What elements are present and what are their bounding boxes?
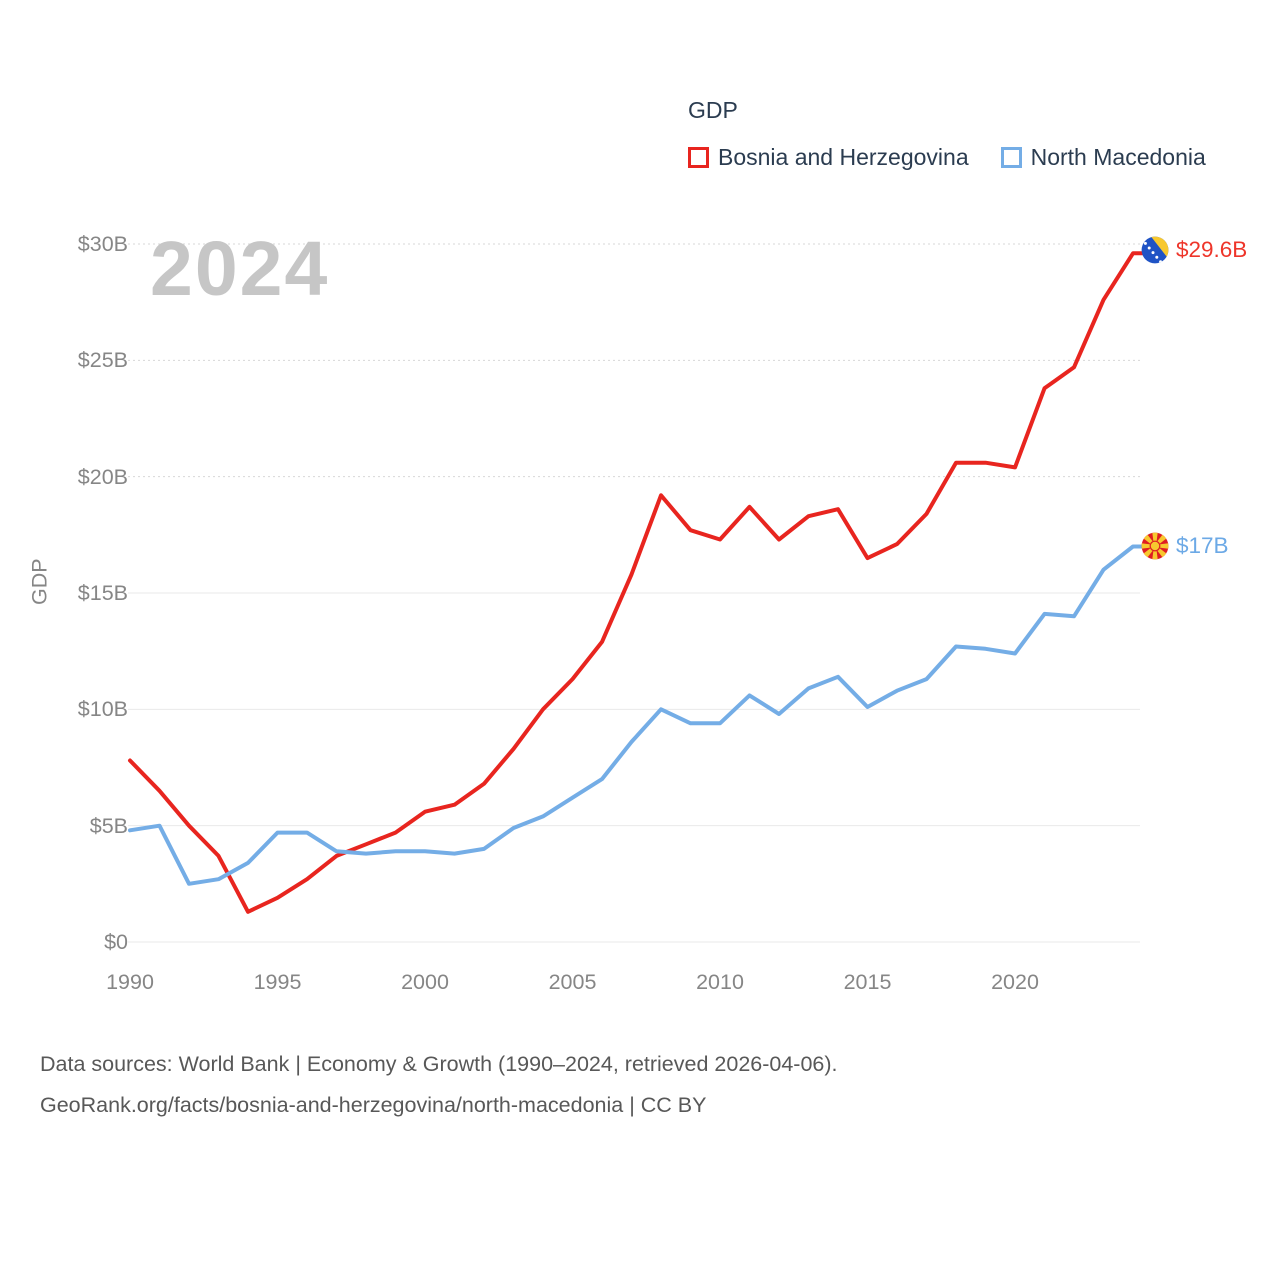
end-value-north-macedonia: $17B (1176, 533, 1229, 558)
bosnia-and-herzegovina-flag-icon (1141, 236, 1169, 264)
legend-label: North Macedonia (1030, 144, 1206, 170)
year-watermark: 2024 (150, 226, 330, 312)
north-macedonia-flag-icon (1141, 532, 1169, 560)
y-axis-tick: $0 (104, 930, 128, 954)
x-axis-tick: 2000 (401, 970, 449, 994)
legend-swatch-red-icon (688, 147, 709, 168)
legend-item-bosnia[interactable]: Bosnia and Herzegovina (688, 144, 969, 171)
data-sources-line: Data sources: World Bank | Economy & Gro… (40, 1052, 838, 1076)
y-axis-tick: $25B (77, 348, 128, 373)
chart-footer: Data sources: World Bank | Economy & Gro… (40, 1044, 838, 1126)
y-axis-tick: $15B (77, 580, 128, 605)
end-value-bosnia: $29.6B (1176, 237, 1248, 262)
legend-title: GDP (688, 97, 738, 123)
legend-swatch-blue-icon (1000, 147, 1022, 168)
chart-legend: GDP Bosnia and Herzegovina North Macedon… (688, 97, 1206, 171)
series-line-north-macedonia (128, 544, 1149, 886)
legend-label: Bosnia and Herzegovina (718, 144, 969, 170)
y-axis-tick: $5B (89, 813, 128, 838)
x-axis-tick: 2005 (548, 970, 597, 994)
legend-item-north-macedonia[interactable]: North Macedonia (1000, 144, 1206, 171)
x-axis-tick: 2010 (696, 970, 744, 994)
attribution-line: GeoRank.org/facts/bosnia-and-herzegovina… (40, 1093, 707, 1117)
y-axis-tick: $10B (77, 697, 128, 722)
end-label-bosnia: $29.6B (1141, 236, 1247, 264)
y-axis-tick: $20B (77, 464, 128, 489)
x-axis-tick: 2015 (843, 970, 892, 994)
x-axis-tick: 2020 (991, 970, 1039, 994)
x-axis-tick: 1995 (253, 970, 302, 994)
x-axis-tick: 1990 (106, 970, 154, 994)
series-line-bosnia-and-herzegovina (128, 251, 1149, 914)
y-axis-tick: $30B (77, 231, 128, 256)
end-label-north-macedonia: $17B (1141, 532, 1229, 560)
legend-row: Bosnia and Herzegovina North Macedonia (688, 144, 1206, 171)
